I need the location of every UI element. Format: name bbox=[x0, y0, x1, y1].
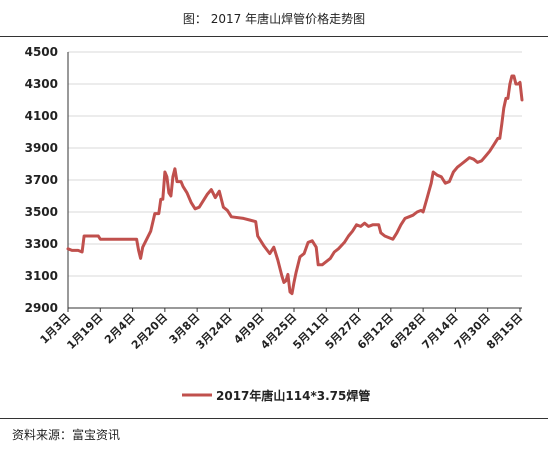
legend: 2017年唐山114*3.75焊管 bbox=[182, 388, 370, 403]
y-tick-label: 3500 bbox=[25, 205, 58, 219]
y-tick-label: 3700 bbox=[25, 173, 58, 187]
x-tick-label: 3月24日 bbox=[194, 311, 235, 352]
series-line bbox=[66, 74, 524, 296]
source-note: 资料来源：富宝资讯 bbox=[12, 428, 121, 442]
y-tick-label: 3300 bbox=[25, 237, 58, 251]
y-tick-label: 3900 bbox=[25, 141, 58, 155]
x-tick-label: 2月20日 bbox=[129, 311, 170, 352]
y-tick-label: 2900 bbox=[25, 301, 58, 315]
y-tick-label: 4100 bbox=[25, 109, 58, 123]
x-tick-label: 1月19日 bbox=[64, 311, 105, 352]
bottom-divider bbox=[0, 418, 548, 419]
y-tick-label: 4300 bbox=[25, 77, 58, 91]
line-chart: 2900 3100 3300 3500 3700 3900 4100 4300 4500 1月3… bbox=[25, 45, 526, 403]
legend-label: 2017年唐山114*3.75焊管 bbox=[216, 388, 370, 403]
chart-title: 图： 2017 年唐山焊管价格走势图 bbox=[182, 12, 366, 26]
y-axis: 2900 3100 3300 3500 3700 3900 4100 4300 4500 bbox=[25, 45, 69, 315]
x-axis: 1月3日1月19日2月4日2月20日3月8日3月24日4月9日4月25日5月11… bbox=[38, 307, 525, 352]
plot-area bbox=[66, 74, 524, 296]
y-tick-label: 4500 bbox=[25, 45, 58, 59]
top-divider bbox=[0, 36, 548, 37]
x-tick-label: 8月15日 bbox=[484, 311, 525, 352]
y-tick-label: 3100 bbox=[25, 269, 58, 283]
